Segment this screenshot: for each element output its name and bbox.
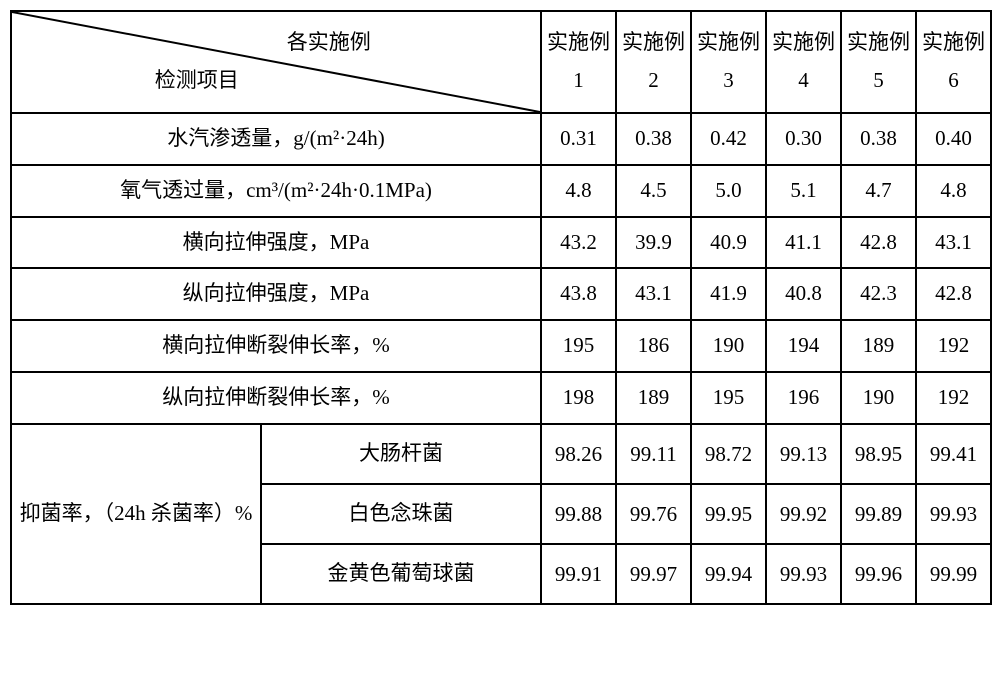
row-label: 氧气透过量，cm³/(m²·24h·0.1MPa) bbox=[11, 165, 541, 217]
col-header-1: 实施例 1 bbox=[541, 11, 616, 113]
cell: 40.8 bbox=[766, 268, 841, 320]
subrow-label: 大肠杆菌 bbox=[261, 424, 541, 484]
cell: 0.38 bbox=[616, 113, 691, 165]
table-row: 纵向拉伸强度，MPa 43.8 43.1 41.9 40.8 42.3 42.8 bbox=[11, 268, 991, 320]
col-header-3: 实施例 3 bbox=[691, 11, 766, 113]
cell: 99.93 bbox=[916, 484, 991, 544]
cell: 195 bbox=[541, 320, 616, 372]
cell: 99.99 bbox=[916, 544, 991, 604]
row-label: 横向拉伸强度，MPa bbox=[11, 217, 541, 269]
cell: 99.13 bbox=[766, 424, 841, 484]
row-label: 水汽渗透量，g/(m²·24h) bbox=[11, 113, 541, 165]
cell: 99.96 bbox=[841, 544, 916, 604]
row-label: 横向拉伸断裂伸长率，% bbox=[11, 320, 541, 372]
cell: 41.9 bbox=[691, 268, 766, 320]
cell: 99.92 bbox=[766, 484, 841, 544]
cell: 43.1 bbox=[616, 268, 691, 320]
cell: 0.31 bbox=[541, 113, 616, 165]
cell: 186 bbox=[616, 320, 691, 372]
cell: 196 bbox=[766, 372, 841, 424]
table-row: 纵向拉伸断裂伸长率，% 198 189 195 196 190 192 bbox=[11, 372, 991, 424]
diagonal-line-icon bbox=[12, 12, 540, 112]
cell: 4.8 bbox=[916, 165, 991, 217]
subrow-label: 白色念珠菌 bbox=[261, 484, 541, 544]
cell: 190 bbox=[691, 320, 766, 372]
cell: 43.1 bbox=[916, 217, 991, 269]
cell: 0.38 bbox=[841, 113, 916, 165]
cell: 42.8 bbox=[916, 268, 991, 320]
cell: 42.3 bbox=[841, 268, 916, 320]
cell: 198 bbox=[541, 372, 616, 424]
table-row: 氧气透过量，cm³/(m²·24h·0.1MPa) 4.8 4.5 5.0 5.… bbox=[11, 165, 991, 217]
cell: 99.41 bbox=[916, 424, 991, 484]
col-header-6: 实施例 6 bbox=[916, 11, 991, 113]
cell: 192 bbox=[916, 372, 991, 424]
subrow-label: 金黄色葡萄球菌 bbox=[261, 544, 541, 604]
cell: 5.0 bbox=[691, 165, 766, 217]
table-row: 横向拉伸断裂伸长率，% 195 186 190 194 189 192 bbox=[11, 320, 991, 372]
cell: 99.89 bbox=[841, 484, 916, 544]
table-header-row: 各实施例 检测项目 实施例 1 实施例 2 实施例 3 实施例 4 实施例 5 … bbox=[11, 11, 991, 113]
diagonal-header: 各实施例 检测项目 bbox=[11, 11, 541, 113]
cell: 4.7 bbox=[841, 165, 916, 217]
cell: 0.42 bbox=[691, 113, 766, 165]
cell: 99.11 bbox=[616, 424, 691, 484]
cell: 98.95 bbox=[841, 424, 916, 484]
cell: 41.1 bbox=[766, 217, 841, 269]
cell: 42.8 bbox=[841, 217, 916, 269]
cell: 99.94 bbox=[691, 544, 766, 604]
cell: 99.93 bbox=[766, 544, 841, 604]
data-table: 各实施例 检测项目 实施例 1 实施例 2 实施例 3 实施例 4 实施例 5 … bbox=[10, 10, 992, 605]
cell: 195 bbox=[691, 372, 766, 424]
cell: 98.72 bbox=[691, 424, 766, 484]
row-label: 纵向拉伸断裂伸长率，% bbox=[11, 372, 541, 424]
cell: 40.9 bbox=[691, 217, 766, 269]
cell: 194 bbox=[766, 320, 841, 372]
col-header-5: 实施例 5 bbox=[841, 11, 916, 113]
cell: 0.30 bbox=[766, 113, 841, 165]
cell: 98.26 bbox=[541, 424, 616, 484]
col-header-4: 实施例 4 bbox=[766, 11, 841, 113]
cell: 43.2 bbox=[541, 217, 616, 269]
cell: 99.97 bbox=[616, 544, 691, 604]
row-label: 纵向拉伸强度，MPa bbox=[11, 268, 541, 320]
cell: 99.91 bbox=[541, 544, 616, 604]
table-row: 水汽渗透量，g/(m²·24h) 0.31 0.38 0.42 0.30 0.3… bbox=[11, 113, 991, 165]
cell: 0.40 bbox=[916, 113, 991, 165]
cell: 192 bbox=[916, 320, 991, 372]
cell: 189 bbox=[616, 372, 691, 424]
cell: 4.8 bbox=[541, 165, 616, 217]
header-top-label: 各实施例 bbox=[287, 24, 371, 62]
cell: 4.5 bbox=[616, 165, 691, 217]
header-bottom-label: 检测项目 bbox=[155, 62, 239, 100]
cell: 99.76 bbox=[616, 484, 691, 544]
cell: 5.1 bbox=[766, 165, 841, 217]
cell: 189 bbox=[841, 320, 916, 372]
cell: 43.8 bbox=[541, 268, 616, 320]
cell: 39.9 bbox=[616, 217, 691, 269]
cell: 99.88 bbox=[541, 484, 616, 544]
cell: 190 bbox=[841, 372, 916, 424]
table-row: 横向拉伸强度，MPa 43.2 39.9 40.9 41.1 42.8 43.1 bbox=[11, 217, 991, 269]
table-row: 抑菌率，（24h 杀菌率）% 大肠杆菌 98.26 99.11 98.72 99… bbox=[11, 424, 991, 484]
group-label: 抑菌率，（24h 杀菌率）% bbox=[11, 424, 261, 605]
col-header-2: 实施例 2 bbox=[616, 11, 691, 113]
cell: 99.95 bbox=[691, 484, 766, 544]
